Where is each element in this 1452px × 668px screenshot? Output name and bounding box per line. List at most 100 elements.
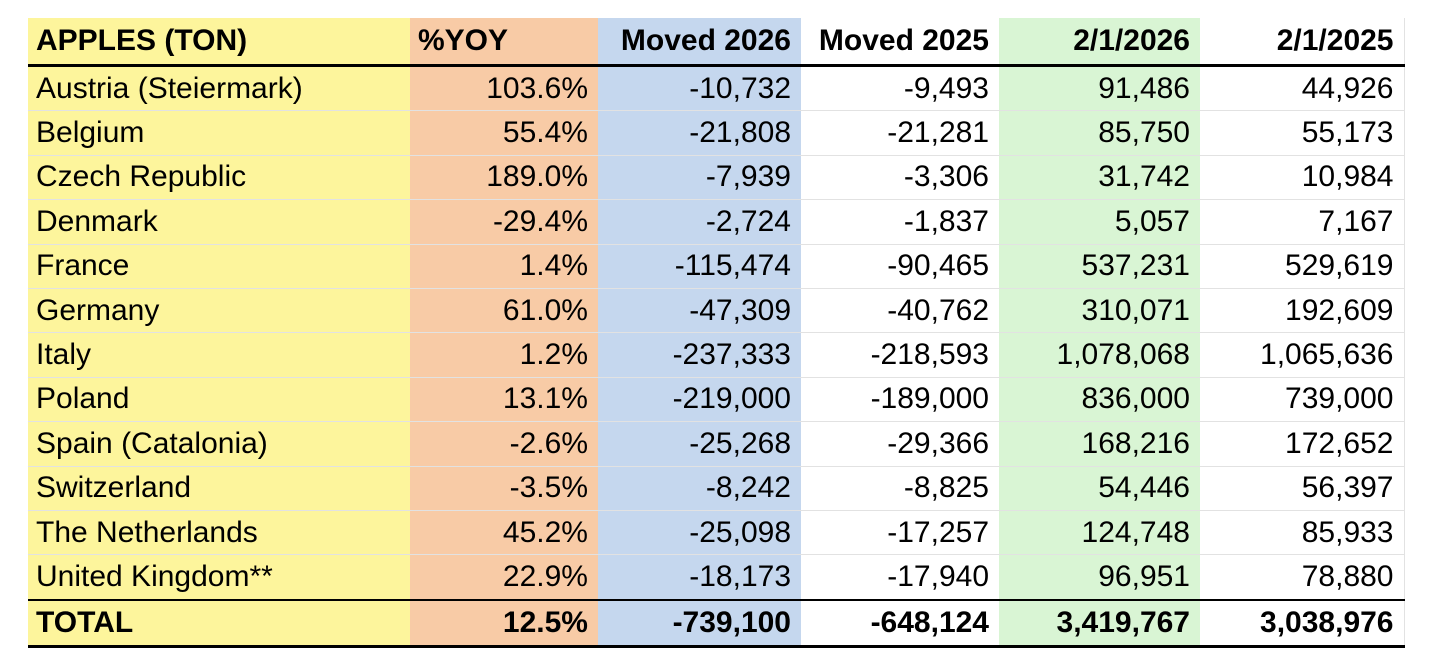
cell-country[interactable]: Switzerland [28,466,410,511]
cell-stock-2025[interactable]: 56,397 [1200,466,1405,511]
cell-stock-2025[interactable]: 44,926 [1200,65,1405,112]
table-row: Austria (Steiermark) 103.6% -10,732 -9,4… [28,65,1405,112]
table-row: Italy 1.2% -237,333 -218,593 1,078,068 1… [28,332,1405,378]
total-stock-2025[interactable]: 3,038,976 [1200,598,1405,648]
total-label[interactable]: TOTAL [28,598,410,648]
table-row: Germany 61.0% -47,309 -40,762 310,071 19… [28,288,1405,334]
cell-stock-2025[interactable]: 10,984 [1200,155,1405,201]
header-moved-2026[interactable]: Moved 2026 [598,18,801,67]
cell-moved-2026[interactable]: -47,309 [598,288,801,334]
cell-moved-2025[interactable]: -218,593 [801,332,999,378]
cell-moved-2026[interactable]: -25,268 [598,421,801,467]
cell-moved-2025[interactable]: -189,000 [801,377,999,423]
table-row: United Kingdom** 22.9% -18,173 -17,940 9… [28,554,1405,600]
cell-country[interactable]: Denmark [28,199,410,245]
cell-country[interactable]: Spain (Catalonia) [28,421,410,467]
cell-stock-2026[interactable]: 54,446 [999,466,1200,511]
cell-yoy[interactable]: 1.2% [410,332,598,378]
header-stock-2025[interactable]: 2/1/2025 [1200,18,1405,67]
cell-country[interactable]: Germany [28,288,410,334]
table-row: The Netherlands 45.2% -25,098 -17,257 12… [28,510,1405,556]
cell-moved-2025[interactable]: -8,825 [801,466,999,511]
cell-moved-2025[interactable]: -17,257 [801,510,999,556]
table-row: Poland 13.1% -219,000 -189,000 836,000 7… [28,377,1405,423]
cell-moved-2026[interactable]: -10,732 [598,65,801,112]
cell-stock-2025[interactable]: 78,880 [1200,554,1405,600]
cell-stock-2025[interactable]: 529,619 [1200,244,1405,289]
cell-stock-2025[interactable]: 739,000 [1200,377,1405,423]
header-yoy[interactable]: %YOY [410,18,598,67]
header-stock-2026[interactable]: 2/1/2026 [999,18,1200,67]
cell-moved-2026[interactable]: -2,724 [598,199,801,245]
cell-stock-2025[interactable]: 85,933 [1200,510,1405,556]
cell-stock-2026[interactable]: 310,071 [999,288,1200,334]
cell-stock-2026[interactable]: 91,486 [999,65,1200,112]
cell-country[interactable]: United Kingdom** [28,554,410,600]
cell-yoy[interactable]: 55.4% [410,110,598,156]
cell-country[interactable]: Poland [28,377,410,423]
total-stock-2026[interactable]: 3,419,767 [999,598,1200,648]
cell-stock-2026[interactable]: 537,231 [999,244,1200,289]
table-row: Belgium 55.4% -21,808 -21,281 85,750 55,… [28,110,1405,156]
cell-yoy[interactable]: 45.2% [410,510,598,556]
header-row: APPLES (TON) %YOY Moved 2026 Moved 2025 … [28,18,1405,67]
cell-stock-2026[interactable]: 1,078,068 [999,332,1200,378]
apples-stock-sheet: APPLES (TON) %YOY Moved 2026 Moved 2025 … [28,18,1405,648]
cell-stock-2026[interactable]: 31,742 [999,155,1200,201]
cell-stock-2026[interactable]: 96,951 [999,554,1200,600]
table-row: Switzerland -3.5% -8,242 -8,825 54,446 5… [28,466,1405,511]
cell-yoy[interactable]: 103.6% [410,65,598,112]
cell-yoy[interactable]: 1.4% [410,244,598,289]
cell-moved-2025[interactable]: -40,762 [801,288,999,334]
header-moved-2025[interactable]: Moved 2025 [801,18,999,67]
cell-moved-2025[interactable]: -90,465 [801,244,999,289]
cell-stock-2025[interactable]: 1,065,636 [1200,332,1405,378]
cell-stock-2026[interactable]: 168,216 [999,421,1200,467]
cell-moved-2026[interactable]: -21,808 [598,110,801,156]
cell-country[interactable]: Italy [28,332,410,378]
cell-moved-2025[interactable]: -1,837 [801,199,999,245]
cell-country[interactable]: Belgium [28,110,410,156]
table-row: Spain (Catalonia) -2.6% -25,268 -29,366 … [28,421,1405,467]
table-row: Denmark -29.4% -2,724 -1,837 5,057 7,167 [28,199,1405,245]
cell-yoy[interactable]: 13.1% [410,377,598,423]
cell-yoy[interactable]: 61.0% [410,288,598,334]
cell-yoy[interactable]: -29.4% [410,199,598,245]
total-moved-2025[interactable]: -648,124 [801,598,999,648]
cell-moved-2026[interactable]: -237,333 [598,332,801,378]
cell-moved-2025[interactable]: -3,306 [801,155,999,201]
cell-moved-2026[interactable]: -7,939 [598,155,801,201]
cell-moved-2026[interactable]: -8,242 [598,466,801,511]
cell-moved-2026[interactable]: -115,474 [598,244,801,289]
cell-moved-2025[interactable]: -9,493 [801,65,999,112]
cell-stock-2026[interactable]: 124,748 [999,510,1200,556]
apples-table: APPLES (TON) %YOY Moved 2026 Moved 2025 … [28,18,1405,648]
cell-stock-2025[interactable]: 7,167 [1200,199,1405,245]
cell-stock-2026[interactable]: 836,000 [999,377,1200,423]
cell-country[interactable]: France [28,244,410,289]
cell-moved-2026[interactable]: -219,000 [598,377,801,423]
table-row: Czech Republic 189.0% -7,939 -3,306 31,7… [28,155,1405,201]
header-country[interactable]: APPLES (TON) [28,18,410,67]
cell-stock-2025[interactable]: 55,173 [1200,110,1405,156]
cell-yoy[interactable]: 189.0% [410,155,598,201]
cell-moved-2025[interactable]: -17,940 [801,554,999,600]
cell-stock-2025[interactable]: 192,609 [1200,288,1405,334]
cell-moved-2025[interactable]: -21,281 [801,110,999,156]
total-yoy[interactable]: 12.5% [410,598,598,648]
cell-moved-2026[interactable]: -25,098 [598,510,801,556]
total-row: TOTAL 12.5% -739,100 -648,124 3,419,767 … [28,598,1405,648]
cell-stock-2025[interactable]: 172,652 [1200,421,1405,467]
cell-yoy[interactable]: -2.6% [410,421,598,467]
total-moved-2026[interactable]: -739,100 [598,598,801,648]
cell-stock-2026[interactable]: 85,750 [999,110,1200,156]
cell-yoy[interactable]: -3.5% [410,466,598,511]
cell-country[interactable]: Austria (Steiermark) [28,65,410,112]
cell-moved-2026[interactable]: -18,173 [598,554,801,600]
cell-country[interactable]: Czech Republic [28,155,410,201]
cell-stock-2026[interactable]: 5,057 [999,199,1200,245]
cell-country[interactable]: The Netherlands [28,510,410,556]
table-row: France 1.4% -115,474 -90,465 537,231 529… [28,244,1405,289]
cell-yoy[interactable]: 22.9% [410,554,598,600]
cell-moved-2025[interactable]: -29,366 [801,421,999,467]
